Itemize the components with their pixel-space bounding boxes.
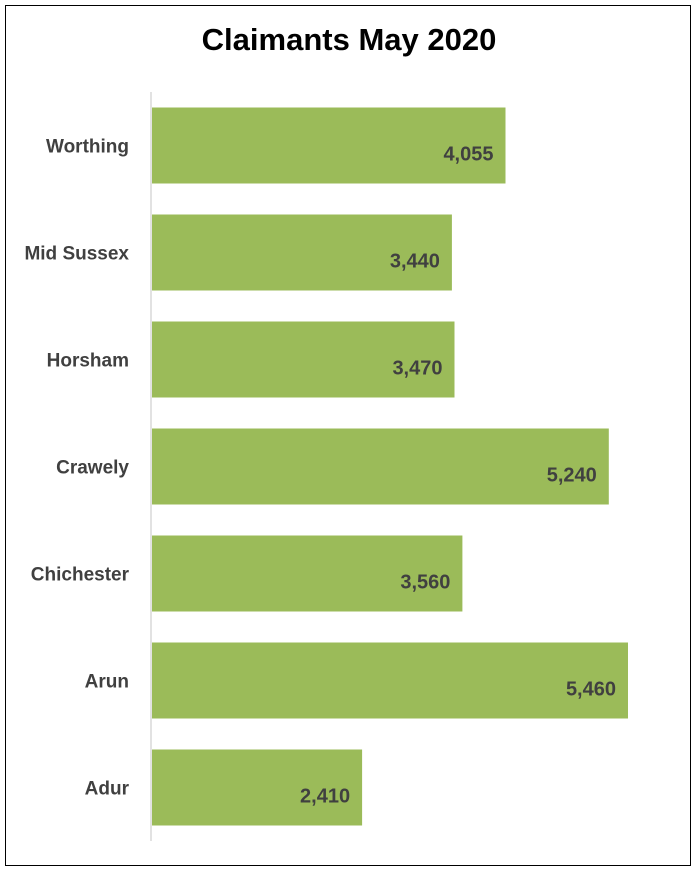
bar-worthing <box>152 107 506 184</box>
data-label: 3,440 <box>390 251 440 273</box>
category-label: Worthing <box>46 137 129 158</box>
category-label: Crawely <box>56 458 129 479</box>
data-label: 4,055 <box>443 144 493 166</box>
bar-crawely <box>152 428 609 505</box>
bar-horsham <box>152 321 455 398</box>
data-label: 5,240 <box>547 465 597 487</box>
bar-chichester <box>152 535 463 612</box>
data-label: 5,460 <box>566 679 616 701</box>
category-label: Mid Sussex <box>24 244 129 265</box>
bar-adur <box>152 749 363 826</box>
bar-mid-sussex <box>152 214 452 291</box>
category-label: Chichester <box>31 565 130 586</box>
bar-arun <box>152 642 628 719</box>
category-label: Adur <box>85 779 130 800</box>
data-label: 3,560 <box>400 572 450 594</box>
data-label: 2,410 <box>300 786 350 808</box>
category-label: Horsham <box>47 351 129 372</box>
data-label: 3,470 <box>392 358 442 380</box>
category-label: Arun <box>85 672 129 693</box>
chart-title: Claimants May 2020 <box>201 22 497 57</box>
